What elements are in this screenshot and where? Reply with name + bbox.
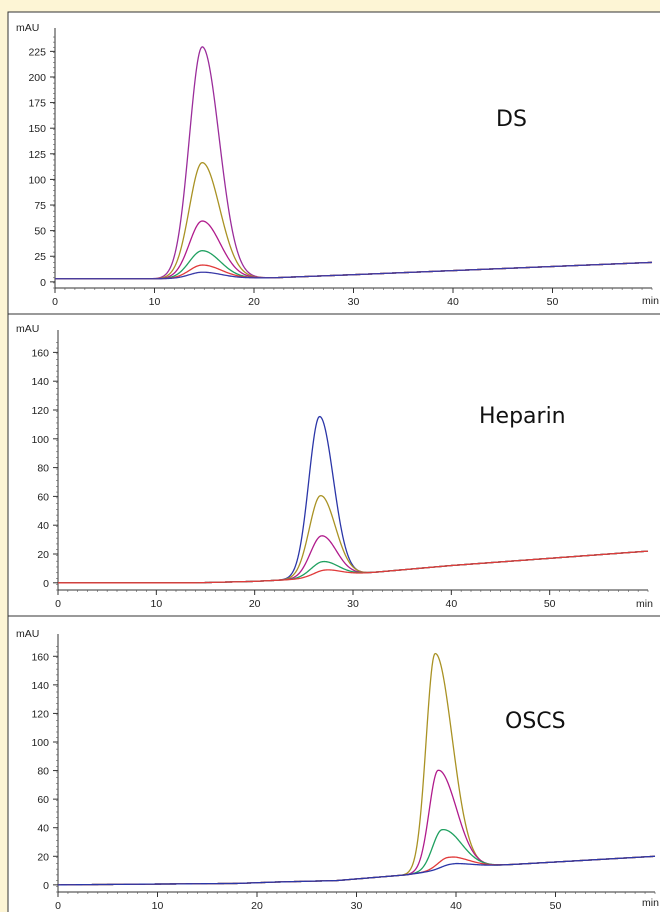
x-tick-label: 50 [550, 900, 562, 912]
x-tick-label: 50 [547, 296, 559, 308]
y-unit-label: mAU [16, 628, 39, 640]
y-unit-label: mAU [16, 22, 39, 34]
x-tick-label: 20 [249, 598, 261, 610]
y-tick-label: 175 [28, 98, 46, 110]
y-tick-label: 160 [31, 347, 49, 359]
y-tick-label: 160 [31, 651, 49, 663]
y-tick-label: 0 [40, 277, 46, 289]
y-tick-label: 60 [37, 491, 49, 503]
x-tick-label: 10 [152, 900, 164, 912]
y-unit-label: mAU [16, 323, 39, 335]
compound-label-ds: DS [496, 107, 527, 132]
y-tick-label: 20 [37, 549, 49, 561]
x-tick-label: 0 [52, 296, 58, 308]
y-tick-label: 0 [43, 880, 49, 892]
y-tick-label: 120 [31, 405, 49, 417]
x-tick-label: 20 [251, 900, 263, 912]
x-unit-label: min [636, 598, 653, 610]
trace-line-5 [57, 855, 656, 886]
panel-frame [7, 11, 660, 315]
panel-frame [7, 313, 660, 617]
y-tick-label: 80 [37, 766, 49, 778]
compound-label-heparin: Heparin [479, 404, 566, 429]
y-tick-label: 40 [37, 520, 49, 532]
x-tick-label: 20 [248, 296, 260, 308]
trace-line-6 [55, 261, 653, 280]
y-tick-label: 100 [28, 174, 46, 186]
y-tick-label: 120 [31, 708, 49, 720]
y-tick-label: 75 [34, 200, 46, 212]
y-tick-label: 100 [31, 434, 49, 446]
y-tick-label: 50 [34, 226, 46, 238]
y-tick-label: 140 [31, 680, 49, 692]
y-tick-label: 40 [37, 823, 49, 835]
y-tick-label: 140 [31, 376, 49, 388]
x-tick-label: 50 [544, 598, 556, 610]
y-tick-label: 225 [28, 46, 46, 58]
axes: 0 25 50 75 100 125 150 175 200 225 0 10 20 30 40 50 [28, 28, 653, 308]
y-tick-label: 0 [43, 578, 49, 590]
y-tick-label: 100 [31, 737, 49, 749]
x-tick-label: 40 [445, 598, 457, 610]
traces [58, 415, 649, 584]
y-tick-label: 200 [28, 72, 46, 84]
trace-line-5 [58, 550, 649, 584]
axes: 0 20 40 60 80 100 120 140 160 0 10 20 30 40 50 [31, 330, 649, 610]
x-tick-label: 40 [450, 900, 462, 912]
y-tick-label: 20 [37, 851, 49, 863]
y-tick-label: 125 [28, 149, 46, 161]
y-tick-label: 150 [28, 123, 46, 135]
x-tick-label: 0 [55, 900, 61, 912]
panel-heparin: mAU min Heparin 0 20 40 60 80 100 120 140 160 0 10… [7, 313, 660, 617]
x-tick-label: 30 [348, 296, 360, 308]
traces [55, 46, 653, 280]
traces [57, 652, 656, 886]
axes: 0 20 40 60 80 100 120 140 160 0 10 20 30 40 50 [31, 634, 656, 912]
y-tick-label: 60 [37, 794, 49, 806]
compound-label-oscs: OSCS [505, 709, 566, 734]
x-tick-label: 10 [149, 296, 161, 308]
x-unit-label: min [642, 897, 659, 909]
x-tick-label: 40 [447, 296, 459, 308]
panel-oscs: mAU min OSCS 0 20 40 60 80 100 120 140 160 0 10 20 3… [7, 615, 660, 912]
x-tick-label: 0 [55, 598, 61, 610]
x-tick-label: 10 [150, 598, 162, 610]
panel-ds: mAU min DS 0 25 50 75 100 125 150 175 200 225 0 10 2… [7, 11, 660, 315]
x-tick-label: 30 [351, 900, 363, 912]
y-tick-label: 80 [37, 463, 49, 475]
x-unit-label: min [642, 295, 659, 307]
y-tick-label: 25 [34, 251, 46, 263]
panel-frame [7, 615, 660, 912]
x-tick-label: 30 [347, 598, 359, 610]
